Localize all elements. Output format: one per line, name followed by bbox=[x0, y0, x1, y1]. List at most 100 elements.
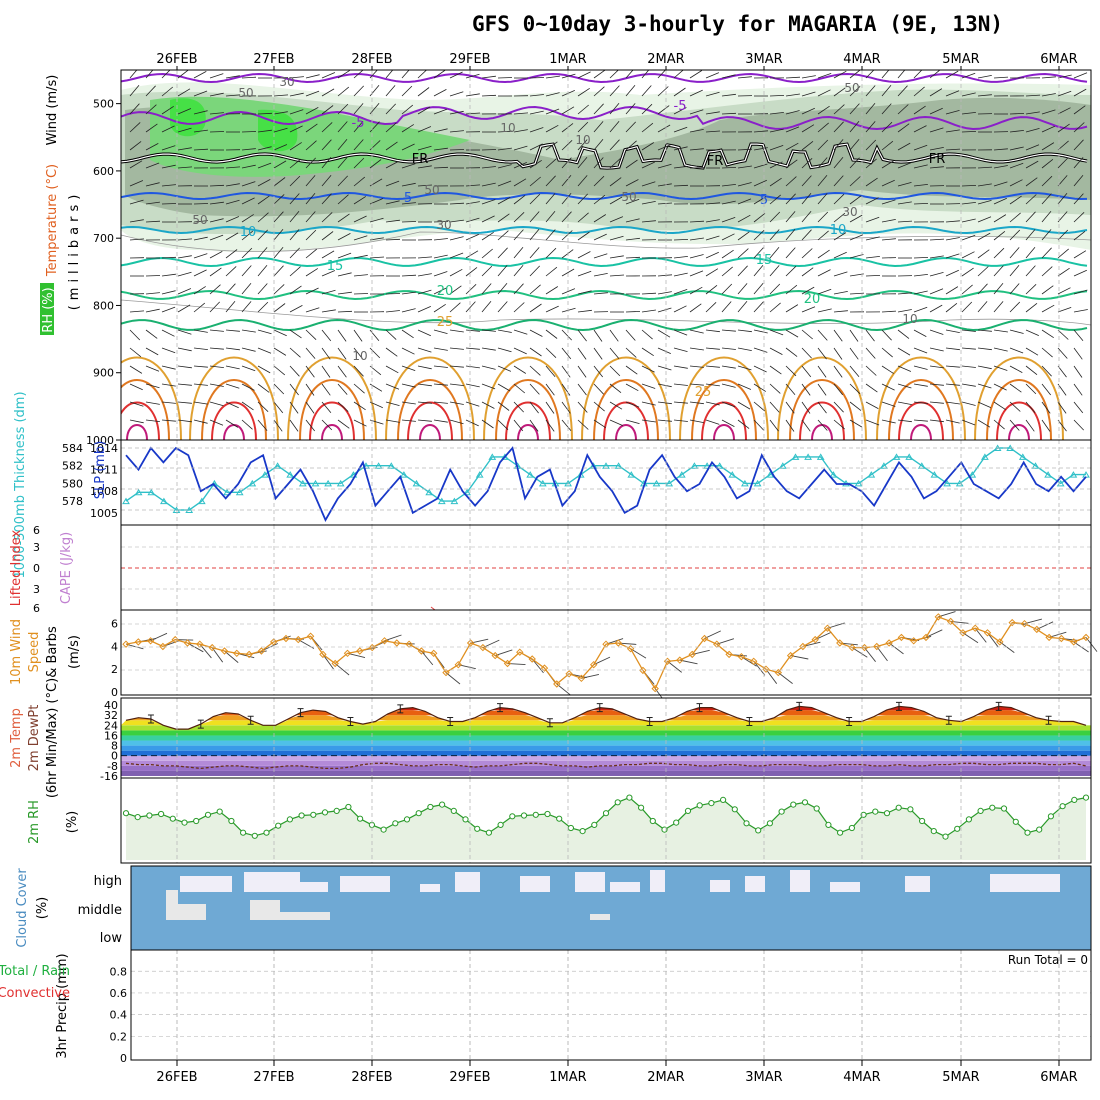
wind-barb bbox=[417, 126, 432, 133]
wind-barb bbox=[273, 94, 289, 97]
wind-barb bbox=[945, 329, 960, 333]
wind-barb bbox=[897, 347, 911, 356]
date-label-bottom: 6MAR bbox=[1040, 1070, 1077, 1085]
wind-barb bbox=[876, 646, 888, 662]
wind-barb bbox=[577, 383, 587, 396]
temp-band bbox=[121, 740, 1091, 746]
wind-barb bbox=[417, 165, 432, 169]
ylabel-rh: RH (%) bbox=[41, 287, 56, 332]
wind-barb bbox=[945, 383, 960, 386]
wind-barb bbox=[673, 184, 689, 187]
date-label-top: 28FEB bbox=[351, 52, 392, 67]
rh-point bbox=[427, 803, 434, 811]
wind-barb bbox=[1009, 146, 1024, 151]
wind-speed-point bbox=[1033, 625, 1041, 634]
wind-barb bbox=[1041, 142, 1055, 151]
isotherm-minus5 bbox=[121, 105, 1088, 131]
wind-barb bbox=[929, 127, 944, 133]
wind-barb bbox=[593, 194, 606, 205]
isotherm-15 bbox=[121, 256, 1088, 268]
wind-barb bbox=[1009, 329, 1024, 334]
li-tick: 0 bbox=[33, 562, 40, 575]
wind-barb bbox=[177, 419, 192, 423]
thickness-point bbox=[576, 471, 585, 478]
panel-frame bbox=[130, 949, 1092, 1061]
rh-point bbox=[766, 820, 774, 827]
rh-point bbox=[544, 810, 551, 818]
wind-barb bbox=[257, 329, 272, 335]
wind-barb bbox=[897, 142, 911, 151]
cloud-level-label: low bbox=[100, 931, 123, 946]
wind-barb bbox=[321, 329, 332, 342]
temp-band bbox=[121, 770, 1091, 776]
wind-barb bbox=[1025, 265, 1036, 277]
isotherm-label: FR bbox=[412, 152, 429, 167]
rh-point bbox=[755, 827, 762, 834]
wind-barb bbox=[289, 92, 304, 97]
wind-barb bbox=[273, 127, 288, 133]
wind-barb bbox=[888, 642, 904, 655]
wind-barb bbox=[1009, 247, 1020, 259]
wind-speed-point bbox=[479, 643, 487, 652]
wind-barb bbox=[529, 265, 540, 277]
thickness-point bbox=[538, 479, 547, 487]
rh-point bbox=[497, 821, 504, 829]
wind-barb bbox=[641, 309, 656, 313]
wind-barb bbox=[609, 235, 624, 241]
rh-point bbox=[930, 828, 937, 835]
wind-barb bbox=[1025, 177, 1038, 187]
cloud-cover-panel bbox=[131, 866, 1091, 950]
wind-barb bbox=[945, 401, 960, 405]
rh-point bbox=[848, 824, 856, 832]
wind-barb bbox=[465, 112, 481, 115]
wind-barb bbox=[993, 301, 1004, 313]
wind-barb bbox=[817, 157, 828, 169]
wind-barb bbox=[337, 157, 348, 169]
pressure-tick: 500 bbox=[93, 98, 114, 111]
rh-point bbox=[1047, 813, 1055, 820]
wind-barb bbox=[1073, 309, 1088, 313]
wind-barb bbox=[577, 139, 588, 151]
wind-barb bbox=[465, 284, 477, 295]
wind-speed-point bbox=[873, 642, 881, 651]
cloud-high-gap bbox=[790, 870, 810, 892]
date-label-top: 5MAR bbox=[942, 52, 979, 67]
rh-point bbox=[134, 814, 141, 821]
wind-barb bbox=[481, 182, 496, 187]
wind-barb bbox=[881, 103, 892, 115]
minmax-bar bbox=[895, 701, 902, 711]
wind-barb bbox=[577, 175, 588, 187]
rh-label: 50 bbox=[621, 190, 636, 204]
rh-point bbox=[1036, 826, 1043, 833]
wind-barb bbox=[321, 72, 336, 79]
isotherm-label: FR bbox=[707, 154, 724, 169]
wind-barb bbox=[481, 215, 495, 223]
wind-speed-point bbox=[393, 639, 401, 647]
wind-barb bbox=[433, 271, 448, 277]
wind-barb bbox=[401, 182, 416, 187]
wind-barb bbox=[225, 401, 239, 409]
thickness-point bbox=[235, 488, 244, 496]
wind-speed-point bbox=[1008, 618, 1016, 627]
freezing-level-inner bbox=[121, 143, 1088, 169]
rh-point bbox=[403, 816, 411, 823]
slp-tick: 1005 bbox=[90, 507, 118, 520]
wind-barb bbox=[401, 383, 416, 388]
rh-point bbox=[743, 820, 750, 827]
wind-barb bbox=[417, 289, 432, 295]
thickness-point bbox=[336, 479, 345, 487]
wind-speed-point bbox=[183, 639, 192, 647]
wind-barb bbox=[161, 306, 176, 313]
wind-barb bbox=[785, 401, 795, 414]
wind-barb bbox=[1073, 122, 1085, 133]
wind-barb bbox=[881, 179, 895, 187]
wind-barb bbox=[1057, 419, 1067, 432]
temp-line bbox=[125, 705, 1087, 730]
wind-barb bbox=[305, 157, 316, 169]
wind-barb bbox=[497, 147, 512, 151]
wind-barb bbox=[481, 419, 494, 429]
wind-barb bbox=[529, 193, 541, 205]
cloud-level-label: high bbox=[94, 874, 122, 889]
wind-barb bbox=[881, 310, 897, 313]
wind-barb bbox=[689, 419, 704, 423]
